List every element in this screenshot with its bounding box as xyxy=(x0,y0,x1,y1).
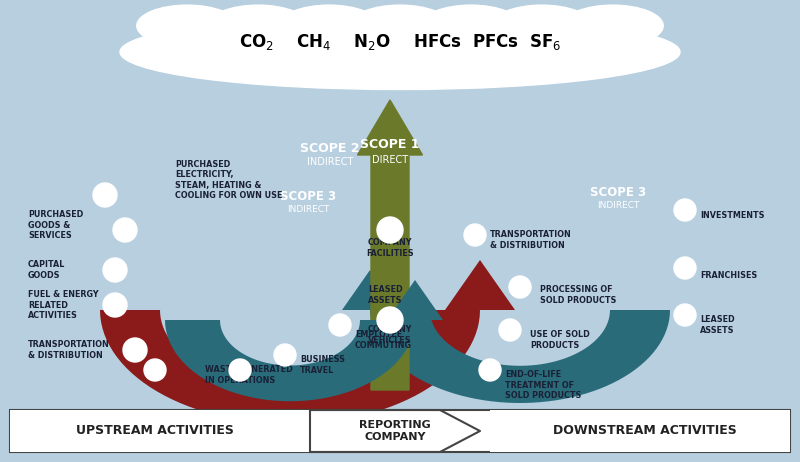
Circle shape xyxy=(93,183,117,207)
Ellipse shape xyxy=(120,14,680,90)
Text: SCOPE 3: SCOPE 3 xyxy=(280,189,336,202)
Circle shape xyxy=(674,304,696,326)
Text: EMPLOYEE
COMMUTING: EMPLOYEE COMMUTING xyxy=(355,330,412,350)
Circle shape xyxy=(113,218,137,242)
Ellipse shape xyxy=(491,5,592,46)
FancyArrow shape xyxy=(310,413,480,449)
Text: CO$_2$    CH$_4$    N$_2$O    HFCs  PFCs  SF$_6$: CO$_2$ CH$_4$ N$_2$O HFCs PFCs SF$_6$ xyxy=(238,32,562,52)
Text: BUSINESS
TRAVEL: BUSINESS TRAVEL xyxy=(300,355,345,375)
FancyBboxPatch shape xyxy=(10,410,790,452)
Text: REPORTING
COMPANY: REPORTING COMPANY xyxy=(359,420,431,442)
Text: PURCHASED
GOODS &
SERVICES: PURCHASED GOODS & SERVICES xyxy=(28,210,83,240)
Text: FRANCHISES: FRANCHISES xyxy=(700,270,758,280)
Text: COMPANY
VEHICLES: COMPANY VEHICLES xyxy=(368,325,412,345)
PathPatch shape xyxy=(100,260,515,424)
Circle shape xyxy=(103,258,127,282)
Text: USE OF SOLD
PRODUCTS: USE OF SOLD PRODUCTS xyxy=(530,330,590,350)
Text: LEASED
ASSETS: LEASED ASSETS xyxy=(700,315,734,334)
Ellipse shape xyxy=(137,5,238,46)
Text: TRANSPORTATION
& DISTRIBUTION: TRANSPORTATION & DISTRIBUTION xyxy=(490,230,572,249)
Circle shape xyxy=(329,314,351,336)
Text: INDIRECT: INDIRECT xyxy=(287,206,329,214)
Circle shape xyxy=(499,319,521,341)
Circle shape xyxy=(274,344,296,366)
Circle shape xyxy=(674,257,696,279)
FancyArrow shape xyxy=(358,100,422,390)
FancyBboxPatch shape xyxy=(10,410,310,452)
Text: PURCHASED
ELECTRICITY,
STEAM, HEATING &
COOLING FOR OWN USE: PURCHASED ELECTRICITY, STEAM, HEATING & … xyxy=(175,160,282,200)
Circle shape xyxy=(103,293,127,317)
Text: TRANSPORTATION
& DISTRIBUTION: TRANSPORTATION & DISTRIBUTION xyxy=(28,340,110,360)
Ellipse shape xyxy=(350,5,450,46)
Circle shape xyxy=(377,217,403,243)
Text: CAPITAL
GOODS: CAPITAL GOODS xyxy=(28,260,66,280)
Circle shape xyxy=(229,359,251,381)
Text: UPSTREAM ACTIVITIES: UPSTREAM ACTIVITIES xyxy=(76,425,234,438)
Text: COMPANY
FACILITIES: COMPANY FACILITIES xyxy=(366,238,414,258)
Ellipse shape xyxy=(278,5,379,46)
Circle shape xyxy=(464,224,486,246)
Text: INDIRECT: INDIRECT xyxy=(307,157,353,167)
Text: SCOPE 3: SCOPE 3 xyxy=(590,186,646,199)
Text: INVESTMENTS: INVESTMENTS xyxy=(700,211,765,219)
Text: FUEL & ENERGY
RELATED
ACTIVITIES: FUEL & ENERGY RELATED ACTIVITIES xyxy=(28,290,98,320)
PathPatch shape xyxy=(165,280,443,401)
Text: LEASED
ASSETS: LEASED ASSETS xyxy=(368,286,402,305)
Circle shape xyxy=(479,359,501,381)
Ellipse shape xyxy=(421,5,522,46)
Text: DOWNSTREAM ACTIVITIES: DOWNSTREAM ACTIVITIES xyxy=(553,425,737,438)
Text: SCOPE 1: SCOPE 1 xyxy=(360,139,420,152)
Circle shape xyxy=(509,276,531,298)
FancyBboxPatch shape xyxy=(490,410,790,452)
Text: INDIRECT: INDIRECT xyxy=(597,201,639,211)
Text: DIRECT: DIRECT xyxy=(372,155,408,165)
Ellipse shape xyxy=(562,5,663,46)
PathPatch shape xyxy=(342,270,670,403)
Circle shape xyxy=(377,307,403,333)
Text: END-OF-LIFE
TREATMENT OF
SOLD PRODUCTS: END-OF-LIFE TREATMENT OF SOLD PRODUCTS xyxy=(505,370,582,400)
Text: WASTE GENERATED
IN OPERATIONS: WASTE GENERATED IN OPERATIONS xyxy=(205,365,293,385)
Text: PROCESSING OF
SOLD PRODUCTS: PROCESSING OF SOLD PRODUCTS xyxy=(540,286,616,305)
Circle shape xyxy=(144,359,166,381)
Circle shape xyxy=(674,199,696,221)
Ellipse shape xyxy=(208,5,309,46)
Circle shape xyxy=(123,338,147,362)
Text: SCOPE 2: SCOPE 2 xyxy=(300,141,360,154)
